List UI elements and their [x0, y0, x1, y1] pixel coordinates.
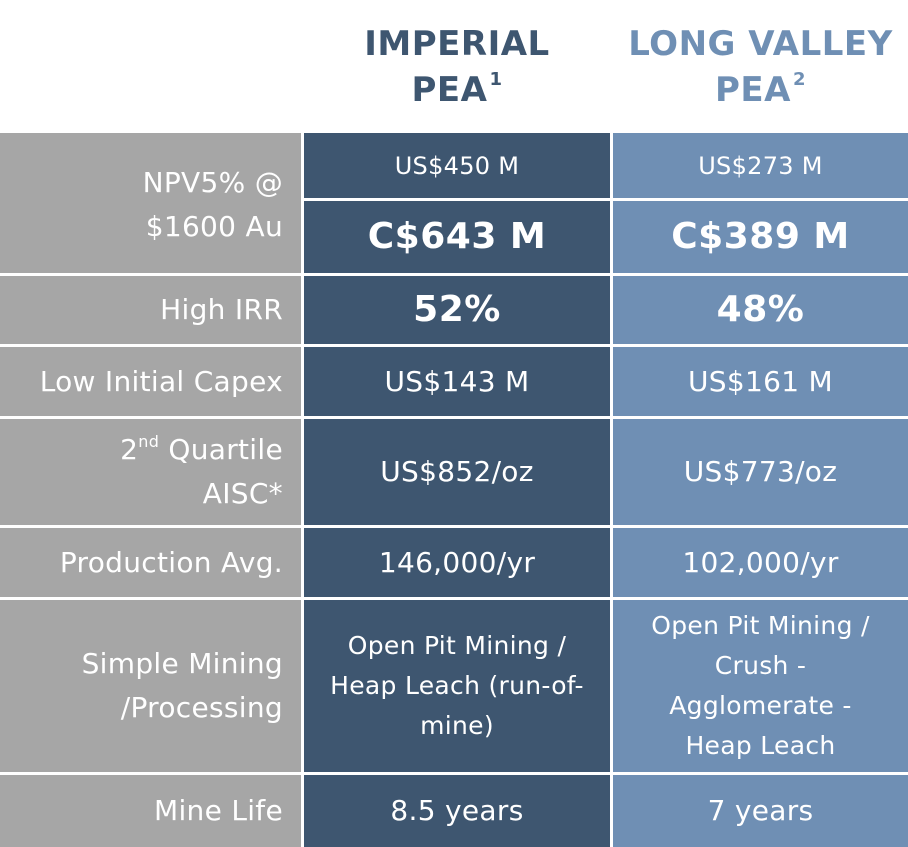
production-label: Production Avg. [0, 528, 301, 597]
long-valley-mining-text: Open Pit Mining / Crush - Agglomerate - … [651, 606, 869, 766]
long-valley-mining-line: Agglomerate - [669, 691, 852, 720]
long-valley-pea-text: PEA [715, 69, 791, 110]
imperial-pea-text: PEA [411, 69, 488, 110]
imperial-mining-text: Open Pit Mining / Heap Leach (run-of- mi… [330, 626, 584, 746]
long-valley-capex: US$161 M [613, 347, 908, 416]
long-valley-irr: 48% [613, 276, 908, 344]
imperial-footnote: 1 [489, 68, 503, 90]
imperial-mining-line: Heap Leach (run-of- [330, 671, 584, 700]
long-valley-mine-life: 7 years [613, 775, 908, 847]
npv-label-line1: NPV5% @ [142, 166, 283, 199]
aisc-label-superscript: nd [138, 432, 160, 451]
imperial-title: IMPERIAL [364, 23, 550, 64]
long-valley-mining-line: Crush - [714, 651, 807, 680]
column-divider-1 [301, 133, 304, 847]
aisc-label-line2: AISC* [202, 477, 283, 510]
long-valley-mining: Open Pit Mining / Crush - Agglomerate - … [613, 600, 908, 772]
npv-label-text: NPV5% @ $1600 Au [143, 161, 283, 249]
imperial-production: 146,000/yr [304, 528, 610, 597]
long-valley-header: LONG VALLEY PEA 2 [613, 0, 908, 133]
imperial-mining-line: Open Pit Mining / [347, 631, 567, 660]
long-valley-aisc: US$773/oz [613, 419, 908, 525]
aisc-label: 2nd Quartile AISC* [0, 419, 301, 525]
long-valley-mining-line: Heap Leach [685, 731, 836, 760]
aisc-label-line1: 2nd Quartile [120, 428, 283, 472]
imperial-mining-line: mine) [420, 711, 494, 740]
imperial-mining: Open Pit Mining / Heap Leach (run-of- mi… [304, 600, 610, 772]
irr-label: High IRR [0, 276, 301, 344]
mining-label-text: Simple Mining /Processing [82, 642, 283, 730]
imperial-aisc: US$852/oz [304, 419, 610, 525]
mine-life-label: Mine Life [0, 775, 301, 847]
aisc-label-suffix: Quartile [159, 433, 283, 466]
mining-label: Simple Mining /Processing [0, 600, 301, 772]
aisc-label-text: 2nd Quartile AISC* [120, 428, 283, 516]
long-valley-production: 102,000/yr [613, 528, 908, 597]
imperial-subtitle: PEA 1 [412, 67, 503, 113]
long-valley-title: LONG VALLEY [628, 23, 893, 64]
long-valley-npv-usd: US$273 M [613, 133, 908, 198]
imperial-header: IMPERIAL PEA 1 [304, 0, 610, 133]
aisc-label-prefix: 2 [120, 433, 139, 466]
npv-label-line2: $1600 Au [145, 210, 283, 243]
npv-label: NPV5% @ $1600 Au [0, 133, 301, 273]
imperial-npv-cad: C$643 M [304, 201, 610, 273]
long-valley-footnote: 2 [792, 68, 806, 90]
imperial-mine-life: 8.5 years [304, 775, 610, 847]
imperial-capex: US$143 M [304, 347, 610, 416]
long-valley-mining-line: Open Pit Mining / [651, 611, 870, 640]
long-valley-subtitle: PEA 2 [715, 67, 806, 113]
mining-label-line2: /Processing [120, 691, 283, 724]
imperial-irr: 52% [304, 276, 610, 344]
long-valley-npv-cad: C$389 M [613, 201, 908, 273]
capex-label: Low Initial Capex [0, 347, 301, 416]
imperial-npv-usd: US$450 M [304, 133, 610, 198]
table-grid: NPV5% @ $1600 Au US$450 M US$273 M C$643… [0, 133, 908, 847]
mining-label-line1: Simple Mining [81, 647, 283, 680]
column-divider-2 [610, 133, 613, 847]
